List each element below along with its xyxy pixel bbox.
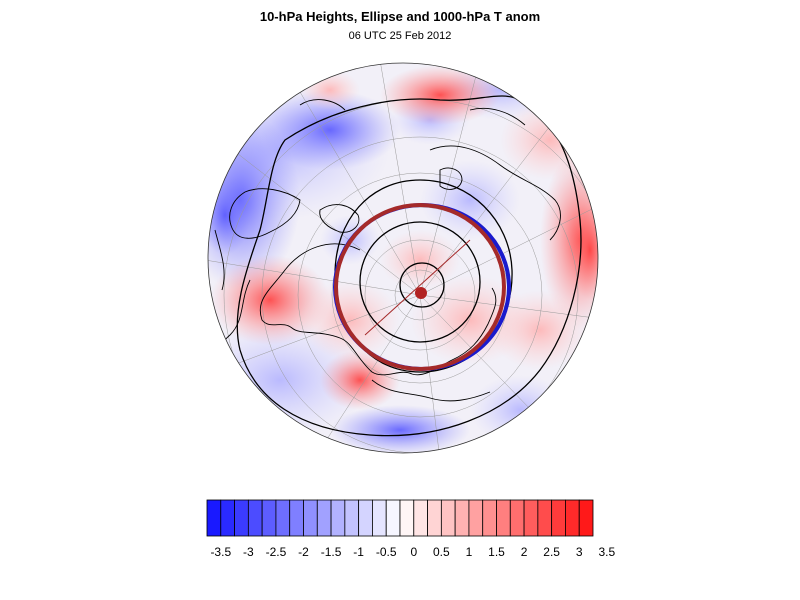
colorbar-box bbox=[468, 499, 484, 537]
colorbar-tick-label: -3.5 bbox=[210, 545, 232, 559]
colorbar-tick-label: -1.5 bbox=[320, 545, 342, 559]
colorbar-tick-label: -3 bbox=[243, 545, 254, 559]
colorbar-box bbox=[261, 499, 277, 537]
colorbar-tick-label: 1 bbox=[465, 545, 473, 559]
colorbar-box bbox=[537, 499, 553, 537]
vortex-ellipse bbox=[333, 203, 511, 371]
colorbar-box bbox=[523, 499, 539, 537]
colorbar-tick-label: 2 bbox=[520, 545, 528, 559]
globe-outline bbox=[207, 62, 599, 454]
colorbar-tick-label: -2.5 bbox=[265, 545, 287, 559]
colorbar-box bbox=[358, 499, 373, 537]
colorbar-box bbox=[509, 499, 525, 537]
coastlines bbox=[214, 99, 561, 402]
colorbar-box bbox=[289, 499, 304, 537]
colorbar-box bbox=[551, 499, 566, 537]
colorbar-tick-label: 3 bbox=[575, 545, 583, 559]
colorbar-tick-label: -2 bbox=[298, 545, 309, 559]
colorbar-box bbox=[385, 499, 401, 537]
colorbar-box bbox=[220, 499, 235, 537]
colorbar-tick-label: 0.5 bbox=[433, 545, 450, 559]
colorbar-box bbox=[247, 499, 263, 537]
height-contours bbox=[236, 95, 582, 437]
map-subtitle: 06 UTC 25 Feb 2012 bbox=[348, 30, 452, 42]
colorbar-tick-label: -1 bbox=[353, 545, 364, 559]
colorbar-box bbox=[427, 499, 442, 537]
colorbar-box bbox=[234, 499, 249, 537]
colorbar-tick-label: 3.5 bbox=[598, 545, 616, 559]
colorbar-box bbox=[330, 499, 346, 537]
colorbar-box bbox=[413, 499, 428, 537]
map-title: 10-hPa Heights, Ellipse and 1000-hPa T a… bbox=[259, 9, 541, 24]
colorbar-tick-label: 0 bbox=[410, 545, 418, 559]
colorbar-box bbox=[372, 499, 387, 537]
colorbar-box bbox=[344, 499, 360, 537]
colorbar-box bbox=[440, 499, 456, 537]
colorbar-box bbox=[482, 499, 497, 537]
colorbar-box bbox=[496, 499, 511, 537]
colorbar-tick-label: 1.5 bbox=[488, 545, 505, 559]
vortex-center-marker bbox=[415, 287, 427, 299]
colorbar-box bbox=[454, 499, 470, 537]
colorbar-box bbox=[275, 499, 291, 537]
colorbar-box bbox=[399, 499, 415, 537]
colorbar-tick-label: -0.5 bbox=[375, 545, 397, 559]
colorbar-box bbox=[206, 499, 222, 537]
colorbar-box bbox=[578, 499, 594, 537]
colorbar-box bbox=[565, 499, 580, 537]
colorbar-box bbox=[303, 499, 318, 537]
colorbar-box bbox=[316, 499, 332, 537]
colorbar-tick-label: 2.5 bbox=[543, 545, 560, 559]
